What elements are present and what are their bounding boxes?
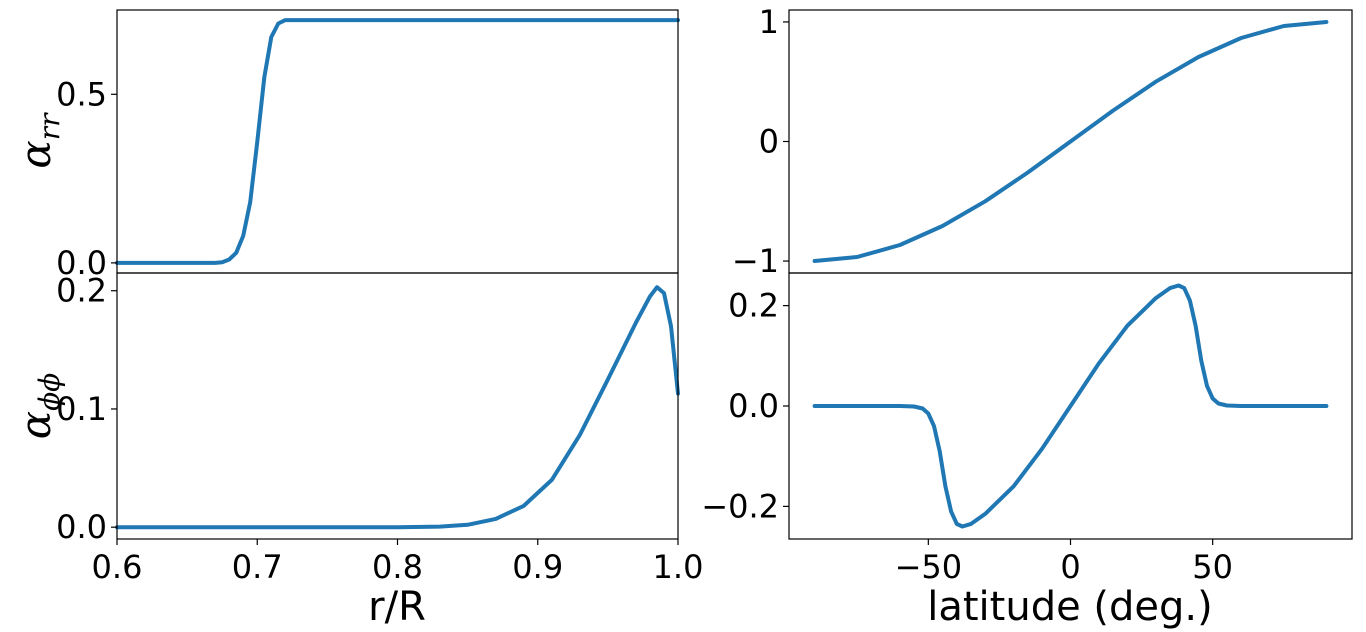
y-tick-label-bottom-right: −0.2 <box>701 487 779 525</box>
y-axis-label-bottom-left: αϕϕ <box>11 373 66 440</box>
series-line-bottom-left <box>115 285 680 530</box>
y-tick-label-bottom-right: 0.0 <box>728 387 779 425</box>
panel-top-right: −1 0 1 <box>732 3 1353 280</box>
x-axis-label-bottom-right: latitude (deg.) <box>927 584 1213 630</box>
x-tick-label-bottom-left: 0.7 <box>232 548 283 586</box>
series-line-top-right <box>812 20 1329 263</box>
y-axis-label-subscript: ϕϕ <box>33 373 66 411</box>
y-tick-label-top-right: −1 <box>732 242 779 280</box>
x-tick-label-bottom-left: 0.8 <box>372 548 423 586</box>
x-tick-label-bottom-left: 0.9 <box>512 548 563 586</box>
y-tick-label-top-right: 0 <box>759 123 779 161</box>
series-line-bottom-right <box>812 283 1329 529</box>
y-tick-label-bottom-left: 0.1 <box>56 390 107 428</box>
y-axis-label-symbol: α <box>11 140 60 168</box>
y-axis-label-top-left: αrr <box>11 112 66 169</box>
y-tick-label-bottom-left: 0.2 <box>56 272 107 310</box>
x-tick-label-bottom-right: 50 <box>1192 548 1233 586</box>
y-tick-label-top-right: 1 <box>759 3 779 41</box>
y-axis-label-symbol: α <box>11 411 60 439</box>
x-tick-label-bottom-left: 1.0 <box>653 548 704 586</box>
panel-bottom-left: 0.0 0.1 0.2 0.6 0.7 0.8 0.9 1.0 r/R αϕϕ <box>11 272 703 630</box>
y-tick-label-top-left: 0.0 <box>56 244 107 282</box>
y-tick-label-top-left: 0.5 <box>56 75 107 113</box>
axes-frame-top-left <box>116 9 679 274</box>
y-axis-label-subscript: rr <box>33 112 66 140</box>
series-line-top-left <box>115 18 680 265</box>
y-tick-label-bottom-left: 0.0 <box>56 508 107 546</box>
x-tick-label-bottom-left: 0.6 <box>92 548 143 586</box>
y-tick-label-bottom-right: 0.2 <box>728 287 779 325</box>
x-tick-label-bottom-right: 0 <box>1060 548 1080 586</box>
x-axis-label-bottom-left: r/R <box>368 584 426 630</box>
x-tick-label-bottom-right: −50 <box>895 548 963 586</box>
